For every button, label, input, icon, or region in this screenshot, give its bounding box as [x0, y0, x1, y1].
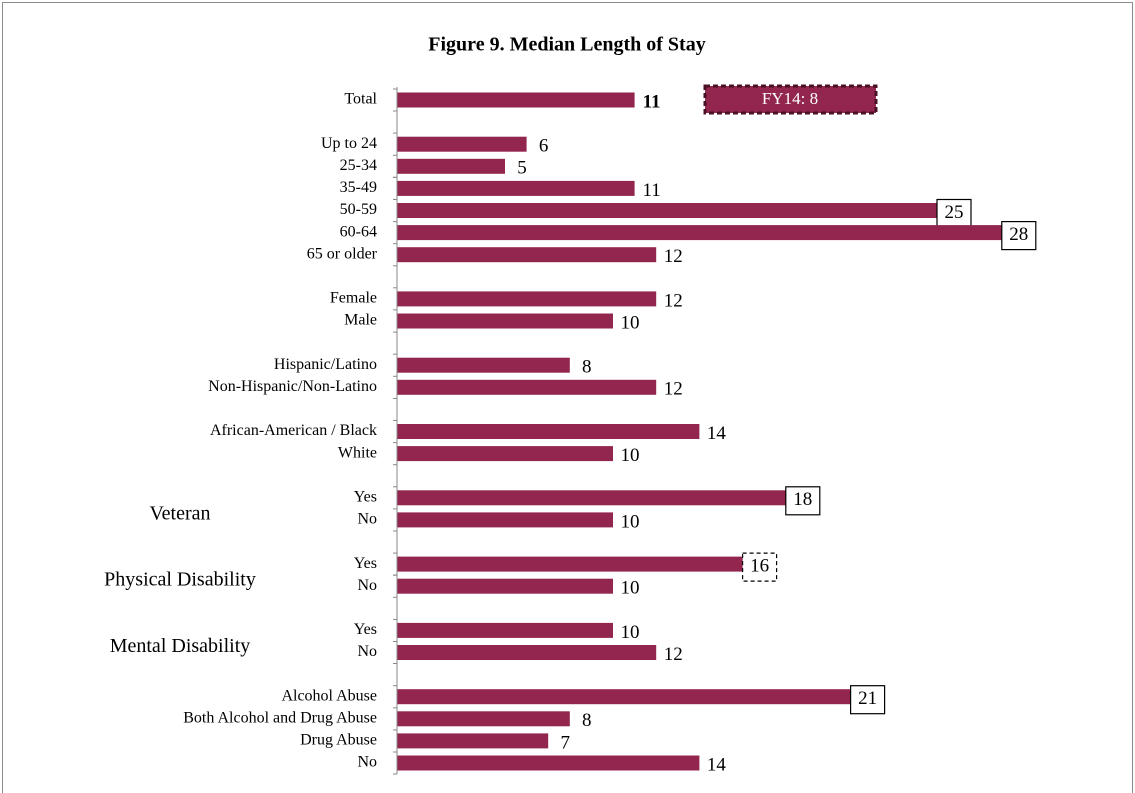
bar — [397, 622, 613, 638]
category-label: No — [357, 577, 377, 594]
bar — [397, 291, 657, 307]
category-label: Female — [330, 290, 377, 307]
value-label: 12 — [664, 290, 683, 311]
category-label: Yes — [354, 621, 377, 638]
category-label: Total — [344, 91, 377, 108]
value-label: 18 — [793, 489, 812, 510]
bar — [397, 92, 635, 108]
bar — [397, 247, 657, 263]
value-label: 16 — [750, 555, 769, 576]
value-label: 10 — [621, 578, 640, 599]
value-label: 25 — [945, 202, 964, 223]
bar — [397, 158, 505, 174]
bar — [397, 578, 613, 594]
value-label: 12 — [664, 379, 683, 400]
category-label: No — [357, 643, 377, 660]
value-label: 21 — [858, 688, 877, 709]
category-label: 65 or older — [307, 245, 378, 262]
value-box — [1001, 221, 1037, 251]
bar — [397, 203, 937, 218]
category-label: Both Alcohol and Drug Abuse — [183, 709, 377, 726]
value-label: 11 — [642, 180, 660, 201]
value-label: 10 — [621, 622, 640, 643]
bar — [397, 556, 743, 572]
value-box — [741, 552, 778, 582]
category-label: White — [338, 444, 377, 461]
value-label: 11 — [643, 91, 661, 112]
bar — [397, 424, 700, 439]
value-label: 14 — [707, 754, 727, 775]
category-label: No — [357, 511, 377, 528]
category-label: Yes — [354, 555, 377, 572]
bar — [397, 512, 613, 528]
category-label: Hispanic/Latino — [274, 356, 377, 373]
category-label: Non-Hispanic/Non-Latino — [208, 378, 377, 395]
bar — [397, 379, 657, 395]
category-label: Up to 24 — [321, 135, 377, 152]
bar — [397, 755, 700, 771]
category-label: 60-64 — [340, 223, 377, 240]
category-label: Alcohol Abuse — [281, 687, 377, 704]
bar — [397, 733, 549, 749]
value-label: 8 — [582, 357, 592, 378]
category-label: No — [357, 754, 377, 771]
value-label: 7 — [560, 732, 570, 753]
value-label: 12 — [664, 246, 683, 267]
bar — [397, 711, 570, 727]
category-label: 25-34 — [340, 157, 377, 174]
category-label: Yes — [354, 488, 377, 505]
bar — [397, 136, 527, 152]
chart-title: Figure 9. Median Length of Stay — [428, 34, 705, 56]
value-label: 12 — [664, 644, 683, 665]
category-label: 35-49 — [340, 179, 377, 196]
bar — [397, 689, 851, 705]
bar — [397, 313, 613, 329]
category-label: Male — [344, 312, 377, 329]
annotation-box — [703, 84, 878, 115]
value-label: 14 — [707, 423, 727, 444]
group-label: Physical Disability — [104, 569, 256, 591]
value-label: 28 — [1009, 224, 1028, 245]
value-label: 10 — [621, 511, 640, 532]
value-label: 5 — [517, 158, 527, 179]
value-box — [785, 486, 821, 516]
bar — [397, 357, 570, 373]
bar — [397, 645, 657, 660]
category-label: 50-59 — [340, 201, 377, 218]
category-label: African-American / Black — [210, 422, 377, 439]
group-label: Veteran — [149, 502, 210, 524]
bar — [397, 180, 635, 196]
bar — [397, 490, 786, 506]
bar — [397, 225, 1002, 241]
value-label: 6 — [539, 136, 549, 157]
category-label: Drug Abuse — [300, 732, 377, 749]
annotation: FY14: 8 — [762, 89, 818, 108]
value-label: 10 — [621, 445, 640, 466]
bar — [397, 446, 613, 462]
value-box — [849, 685, 886, 715]
value-label: 10 — [621, 312, 640, 333]
group-label: Mental Disability — [110, 635, 251, 657]
value-label: 8 — [582, 710, 592, 731]
